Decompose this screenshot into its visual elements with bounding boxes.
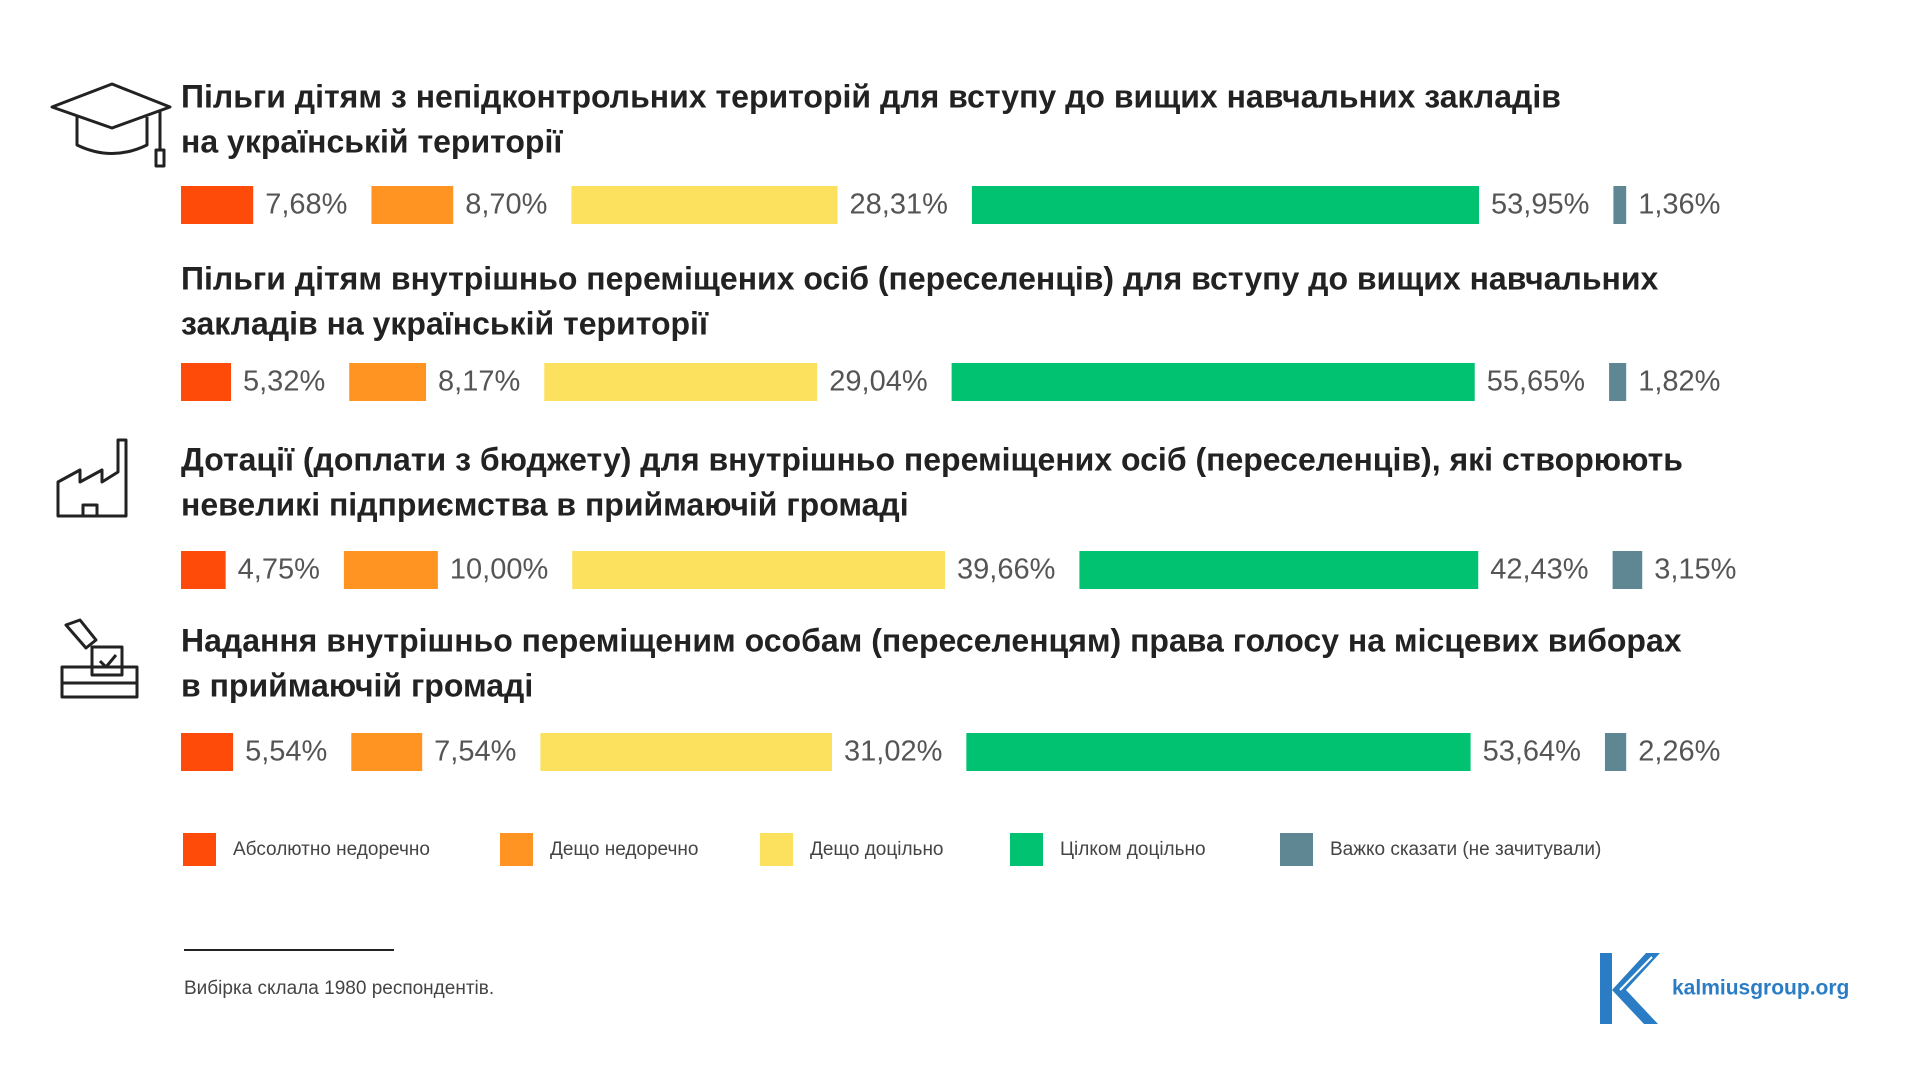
value-label: 4,75%	[238, 554, 320, 586]
bar-segment	[540, 733, 833, 771]
brand: kalmiusgroup.org	[1672, 977, 1849, 1000]
legend-label: Дещо недоречно	[550, 839, 698, 860]
bar-segment	[951, 363, 1475, 401]
bar-segment	[1612, 551, 1643, 589]
bar-segment	[971, 186, 1480, 224]
value-label: 1,82%	[1638, 366, 1720, 398]
value-label: 8,70%	[465, 189, 547, 221]
bar-segment	[571, 186, 838, 224]
legend-label: Цілком доцільно	[1060, 839, 1206, 860]
bar-segment	[1079, 551, 1479, 589]
bar-segment	[181, 551, 226, 589]
value-label: 7,68%	[265, 189, 347, 221]
row-title: на українській території	[181, 123, 563, 159]
bar-segment	[544, 363, 818, 401]
bar-segment	[181, 363, 232, 401]
value-label: 29,04%	[829, 366, 927, 398]
legend-label: Абсолютно недоречно	[233, 839, 430, 860]
legend-label: Дещо доцільно	[810, 839, 944, 860]
value-label: 3,15%	[1654, 554, 1736, 586]
bar-segment	[351, 733, 423, 771]
footnote: Вибірка склала 1980 респондентів.	[184, 978, 494, 999]
value-label: 5,32%	[243, 366, 325, 398]
value-label: 39,66%	[957, 554, 1055, 586]
value-label: 2,26%	[1638, 736, 1720, 768]
legend-swatch	[500, 833, 533, 866]
value-label: 8,17%	[438, 366, 520, 398]
legend-swatch	[1010, 833, 1043, 866]
bar-segment	[1609, 363, 1627, 401]
bar-segment	[349, 363, 427, 401]
value-label: 53,95%	[1491, 189, 1589, 221]
row-title: закладів на українській території	[181, 305, 709, 341]
bar-segment	[371, 186, 454, 224]
value-label: 1,36%	[1638, 189, 1720, 221]
row-title: Дотації (доплати з бюджету) для внутрішн…	[181, 441, 1683, 477]
icon-graduation	[50, 82, 172, 168]
logo	[1600, 953, 1660, 1024]
value-label: 10,00%	[450, 554, 548, 586]
bar-segment	[181, 733, 234, 771]
value-label: 7,54%	[434, 736, 516, 768]
legend-swatch	[183, 833, 216, 866]
row-title: в приймаючій громаді	[181, 667, 533, 703]
row-title: Пільги дітям внутрішньо переміщених осіб…	[181, 260, 1659, 296]
bar-segment	[343, 551, 438, 589]
bar-segment	[1613, 186, 1627, 224]
bar-segment	[181, 186, 254, 224]
value-label: 42,43%	[1490, 554, 1588, 586]
value-label: 53,64%	[1483, 736, 1581, 768]
legend-swatch	[1280, 833, 1313, 866]
value-label: 28,31%	[850, 189, 948, 221]
legend-label: Важко сказати (не зачитували)	[1330, 839, 1601, 860]
value-label: 31,02%	[844, 736, 942, 768]
bar-segment	[966, 733, 1471, 771]
value-label: 55,65%	[1487, 366, 1585, 398]
icon-factory	[56, 438, 128, 518]
icon-ballot	[60, 618, 139, 699]
row-title: Пільги дітям з непідконтрольних територі…	[181, 78, 1561, 114]
legend-swatch	[760, 833, 793, 866]
row-title: невеликі підприємства в приймаючій грома…	[181, 486, 909, 522]
value-label: 5,54%	[245, 736, 327, 768]
bar-segment	[1604, 733, 1627, 771]
row-title: Надання внутрішньо переміщеним особам (п…	[181, 622, 1682, 658]
bar-segment	[572, 551, 946, 589]
